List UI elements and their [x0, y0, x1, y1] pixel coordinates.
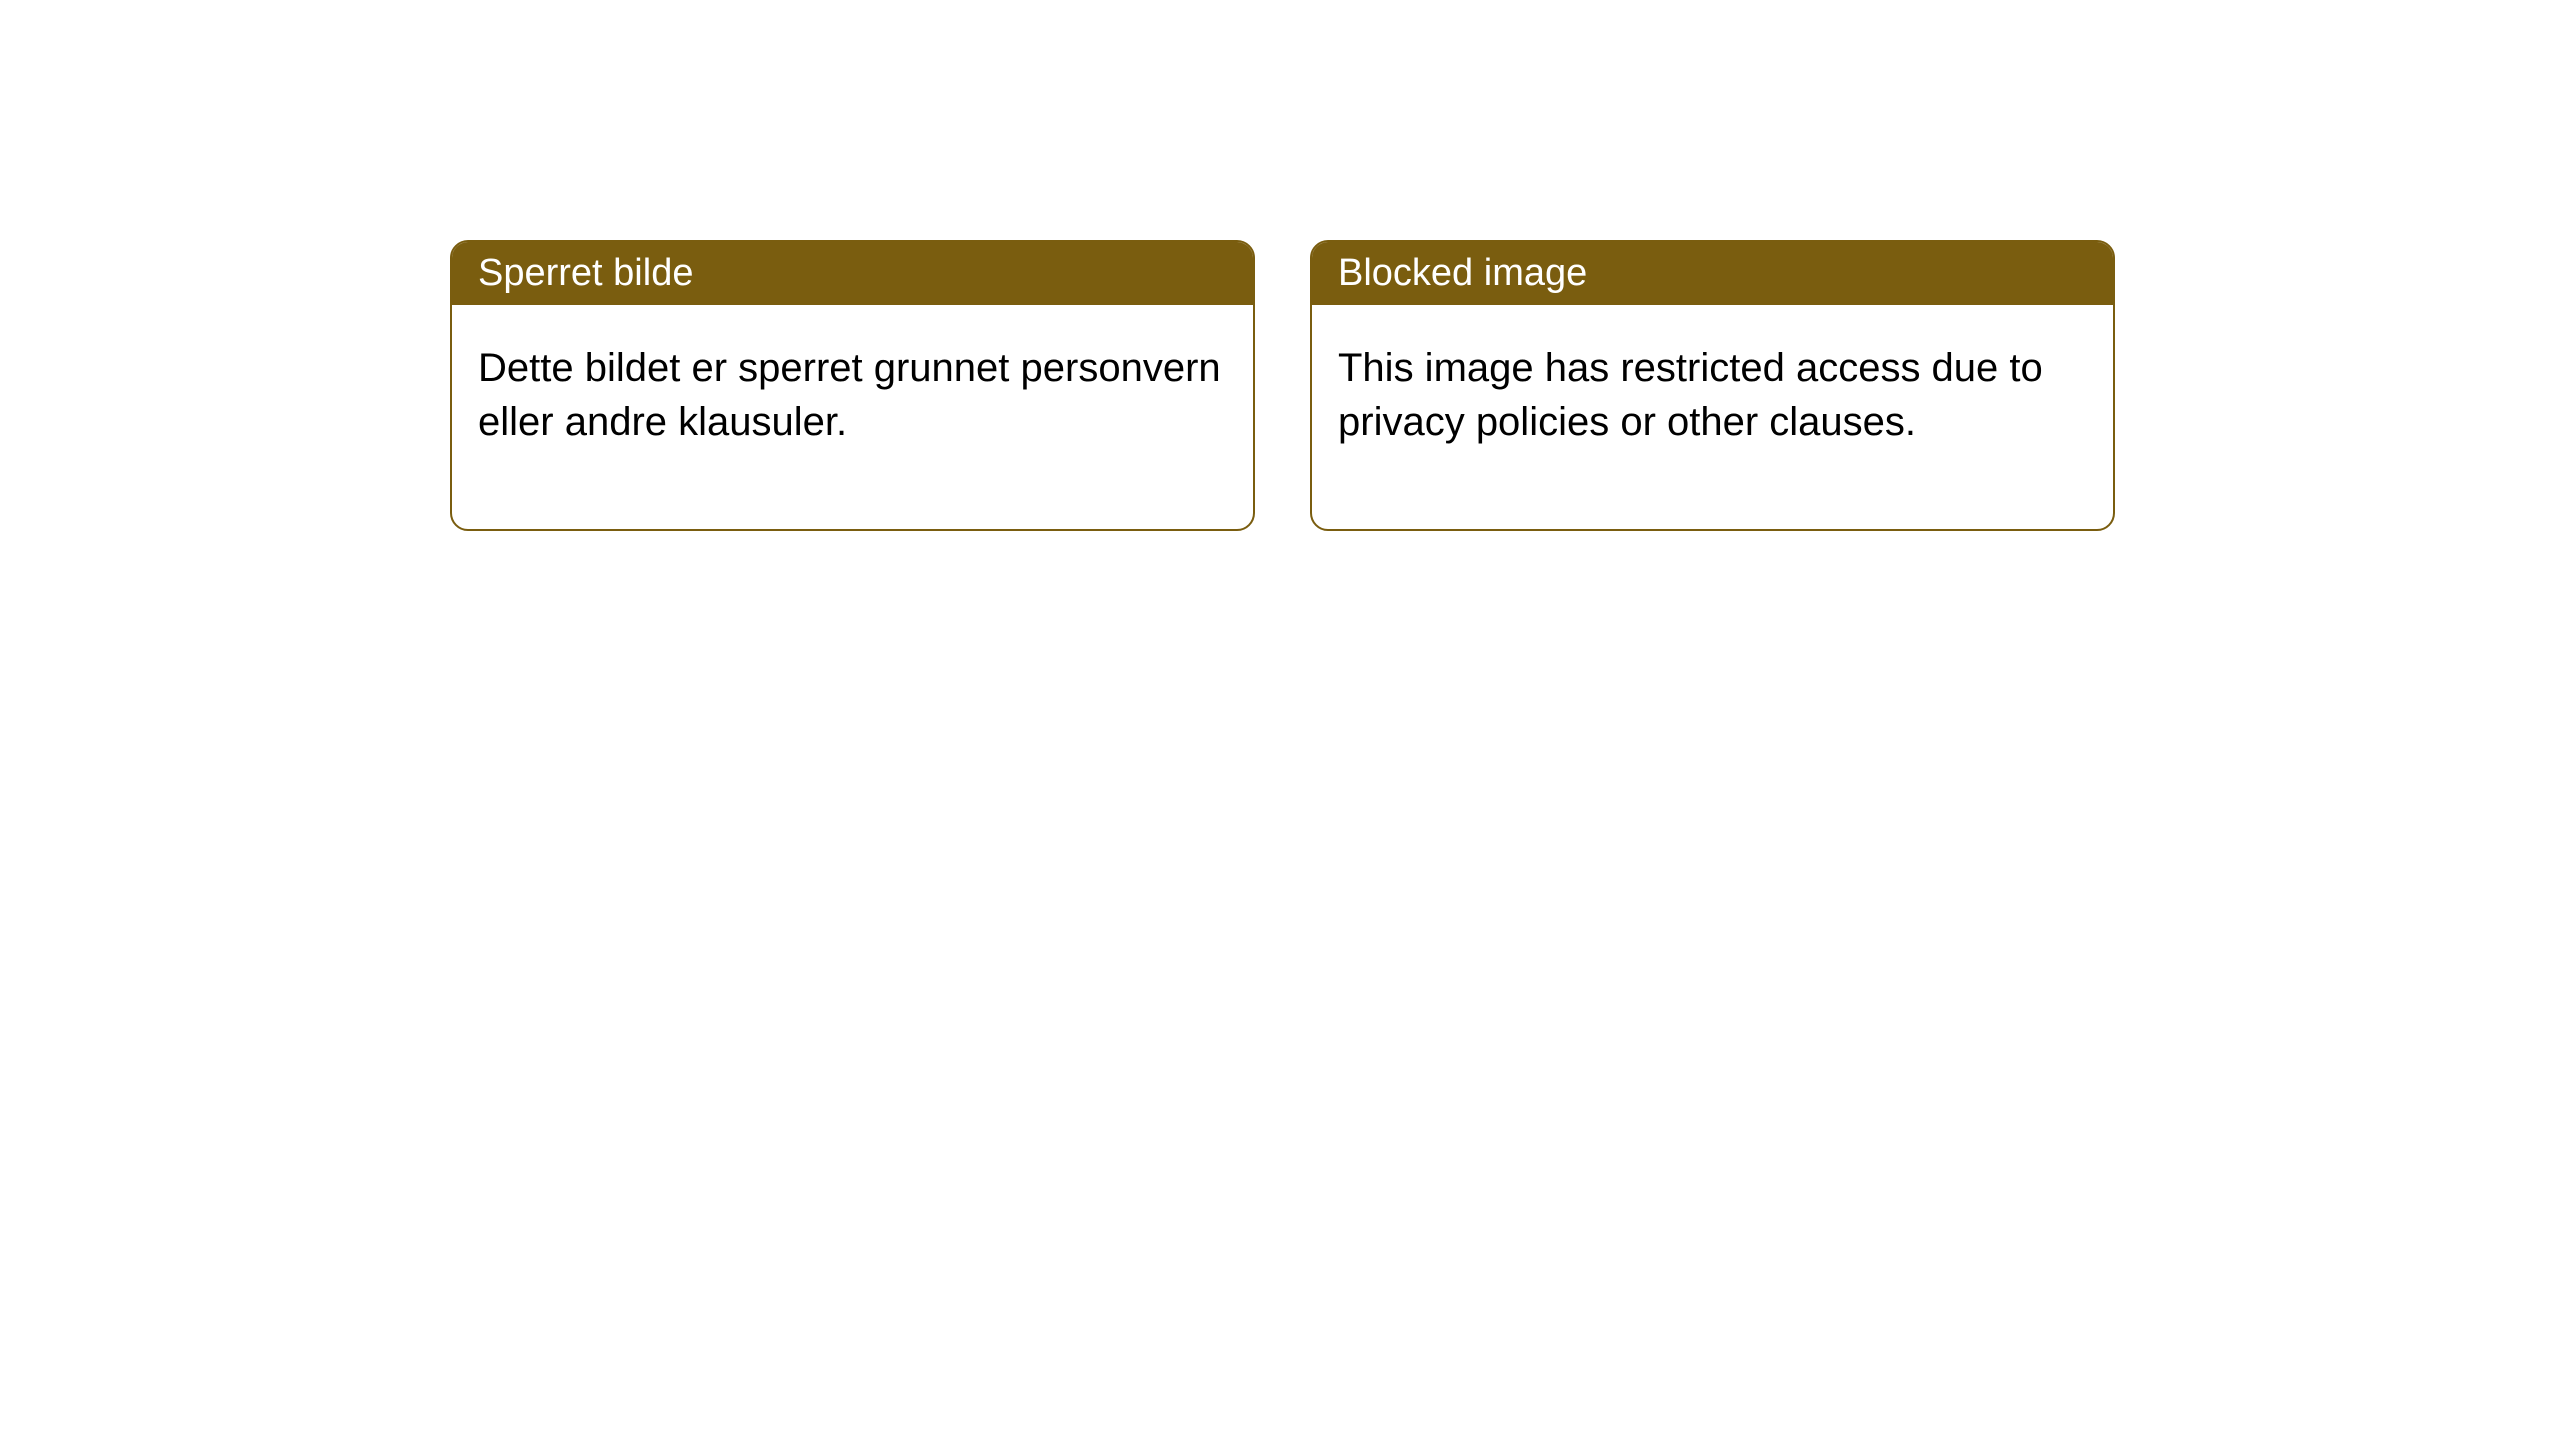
- card-title: Sperret bilde: [478, 252, 693, 294]
- blocked-card-norwegian: Sperret bilde Dette bildet er sperret gr…: [450, 240, 1255, 531]
- card-header: Blocked image: [1312, 242, 2113, 305]
- card-title: Blocked image: [1338, 252, 1587, 294]
- card-body: This image has restricted access due to …: [1312, 305, 2113, 529]
- card-header: Sperret bilde: [452, 242, 1253, 305]
- blocked-image-cards: Sperret bilde Dette bildet er sperret gr…: [450, 240, 2115, 531]
- card-message: This image has restricted access due to …: [1338, 346, 2043, 444]
- card-message: Dette bildet er sperret grunnet personve…: [478, 346, 1221, 444]
- card-body: Dette bildet er sperret grunnet personve…: [452, 305, 1253, 529]
- blocked-card-english: Blocked image This image has restricted …: [1310, 240, 2115, 531]
